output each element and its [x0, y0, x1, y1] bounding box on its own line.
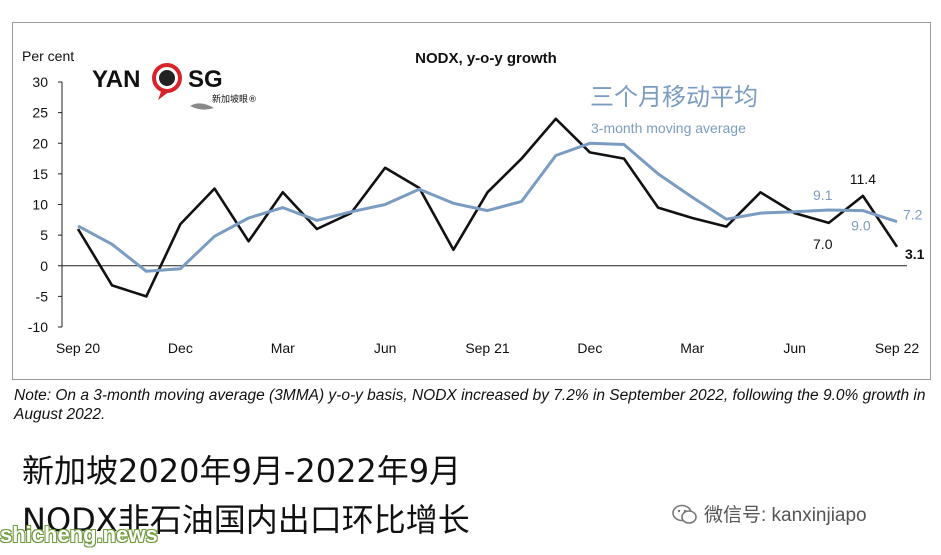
- y-axis-label: Per cent: [22, 48, 74, 64]
- data-label: 7.2: [903, 207, 923, 223]
- y-tick-label: 0: [40, 258, 48, 274]
- x-tick-label: Jun: [374, 340, 397, 356]
- y-tick-label: -5: [36, 288, 49, 304]
- watermark: shicheng.news: [0, 522, 158, 547]
- x-tick-label: Dec: [168, 340, 193, 356]
- data-label: 9.1: [813, 187, 833, 203]
- logo-subtitle: 新加坡眼®: [212, 93, 257, 105]
- caption-line-1: 新加坡2020年9月-2022年9月: [22, 452, 462, 490]
- wechat-icon: [672, 504, 697, 524]
- x-tick-label: Sep 21: [465, 340, 510, 356]
- data-label: 7.0: [813, 236, 833, 252]
- data-label: 9.0: [851, 218, 871, 234]
- y-tick-label: 5: [40, 227, 48, 243]
- data-label: 3.1: [905, 246, 925, 262]
- y-tick-label: 10: [32, 197, 48, 213]
- chart-title: NODX, y-o-y growth: [415, 50, 557, 67]
- logo-eye-icon: [159, 70, 175, 86]
- logo-text-left: YAN: [92, 66, 140, 93]
- legend-label-en: 3-month moving average: [591, 120, 746, 136]
- x-tick-label: Jun: [783, 340, 806, 356]
- chart: NODX, y-o-y growth Per cent 30 25 20 15 10 5 0 -5…: [22, 48, 925, 356]
- logo-pin-icon: [158, 89, 170, 100]
- y-tick-label: 30: [32, 74, 48, 90]
- moving-average-line: [77, 141, 898, 273]
- legend-label-cn: 三个月移动平均: [590, 83, 758, 111]
- nodx-line: [76, 117, 899, 298]
- map-silhouette-icon: [190, 103, 214, 110]
- x-tick-label: Mar: [271, 340, 295, 356]
- caption-line-2: NODX非石油国内出口环比增长: [22, 501, 470, 539]
- y-tick-label: -10: [28, 319, 48, 335]
- logo-text-right: SG: [188, 66, 223, 93]
- y-tick-label: 20: [32, 135, 48, 151]
- y-tick-label: 25: [32, 105, 48, 121]
- x-tick-label: Mar: [680, 340, 704, 356]
- chart-note: Note: On a 3-month moving average (3MMA)…: [14, 387, 926, 423]
- x-tick-label: Dec: [577, 340, 602, 356]
- x-tick-label: Sep 20: [56, 340, 101, 356]
- wechat-label: 微信号: kanxinjiapo: [704, 505, 867, 526]
- wechat-id: 微信号: kanxinjiapo: [672, 500, 867, 527]
- yansg-logo: YAN SG 新加坡眼®: [92, 62, 264, 114]
- y-tick-label: 15: [32, 166, 48, 182]
- data-label: 11.4: [850, 171, 876, 187]
- x-tick-label: Sep 22: [875, 340, 920, 356]
